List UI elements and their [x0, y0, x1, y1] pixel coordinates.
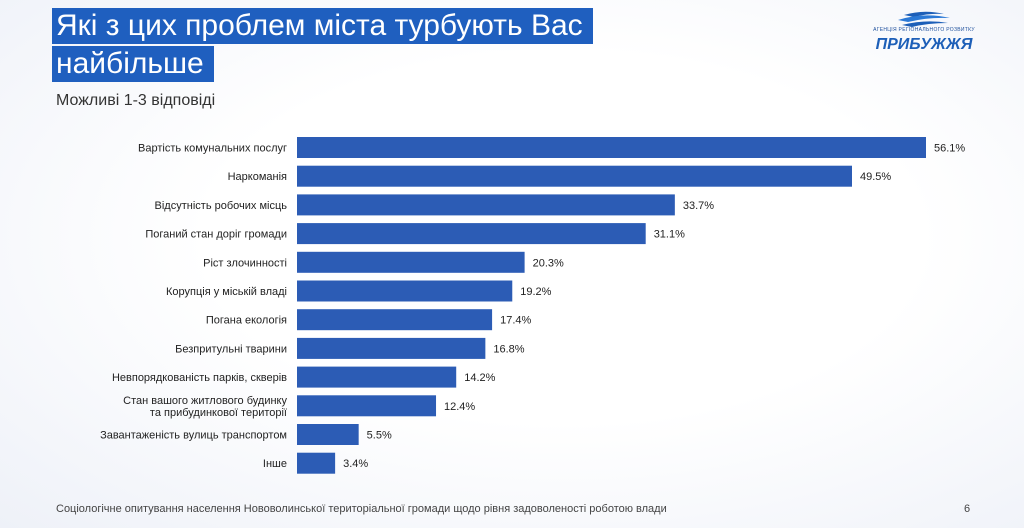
value-label-7: 16.8% — [493, 343, 524, 355]
title-line-2: найбільше — [52, 46, 214, 82]
category-label-3: Поганий стан доріг громади — [145, 229, 287, 241]
bar-4 — [297, 251, 525, 273]
bar-chart: 56.1% Вартість комунальних послуг 49.5% Нар… — [100, 137, 965, 474]
value-label-11: 3.4% — [343, 458, 368, 470]
value-label-5: 19.2% — [520, 286, 551, 298]
bar-7 — [297, 337, 486, 359]
category-label-0: Вартість комунальних послуг — [138, 143, 287, 155]
category-label-10: Завантаженість вулиць транспортом — [100, 430, 287, 442]
category-label-9: Стан вашого житлового будинку та прибудин… — [123, 395, 287, 419]
logo-caption: АГЕНЦІЯ РЕГІОНАЛЬНОГО РОЗВИТКУ — [873, 27, 975, 33]
category-label-11: Інше — [263, 458, 287, 470]
category-label-2: Відсутність робочих місць — [155, 200, 288, 212]
bar-2 — [297, 194, 675, 216]
wave-logo-icon — [898, 11, 950, 27]
title-line-1: Які з цих проблем міста турбують Вас — [52, 8, 593, 44]
category-label-1: Наркоманія — [228, 171, 287, 183]
subtitle: Можливі 1-3 відповіді — [56, 92, 216, 109]
bar-1 — [297, 165, 852, 187]
bar-5 — [297, 280, 513, 302]
category-label-7: Безпритульні тварини — [175, 343, 287, 355]
category-label-8: Невпорядкованість парків, скверів — [112, 372, 287, 384]
page-number: 6 — [964, 503, 971, 515]
category-label-4: Ріст злочинності — [203, 257, 287, 269]
bar-8 — [297, 366, 457, 388]
value-label-6: 17.4% — [500, 315, 531, 327]
value-label-3: 31.1% — [654, 229, 685, 241]
footer-note: Соціологічне опитування населення Новово… — [56, 503, 667, 515]
bar-3 — [297, 223, 646, 245]
value-label-0: 56.1% — [934, 143, 965, 155]
value-label-8: 14.2% — [464, 372, 495, 384]
category-label-5: Корупція у міській владі — [166, 286, 287, 298]
value-label-4: 20.3% — [533, 257, 564, 269]
value-label-10: 5.5% — [367, 430, 392, 442]
bar-9 — [297, 395, 437, 417]
value-label-9: 12.4% — [444, 401, 475, 413]
bar-10 — [297, 424, 359, 445]
agency-logo: АГЕНЦІЯ РЕГІОНАЛЬНОГО РОЗВИТКУ ПРИБУЖЖЯ — [868, 8, 980, 58]
logo-brand: ПРИБУЖЖЯ — [875, 36, 973, 53]
value-label-2: 33.7% — [683, 200, 714, 212]
category-label-6: Погана екологія — [206, 315, 287, 327]
bar-0 — [297, 137, 926, 158]
bar-6 — [297, 309, 493, 331]
value-label-1: 49.5% — [860, 171, 891, 183]
bar-11 — [297, 452, 336, 474]
